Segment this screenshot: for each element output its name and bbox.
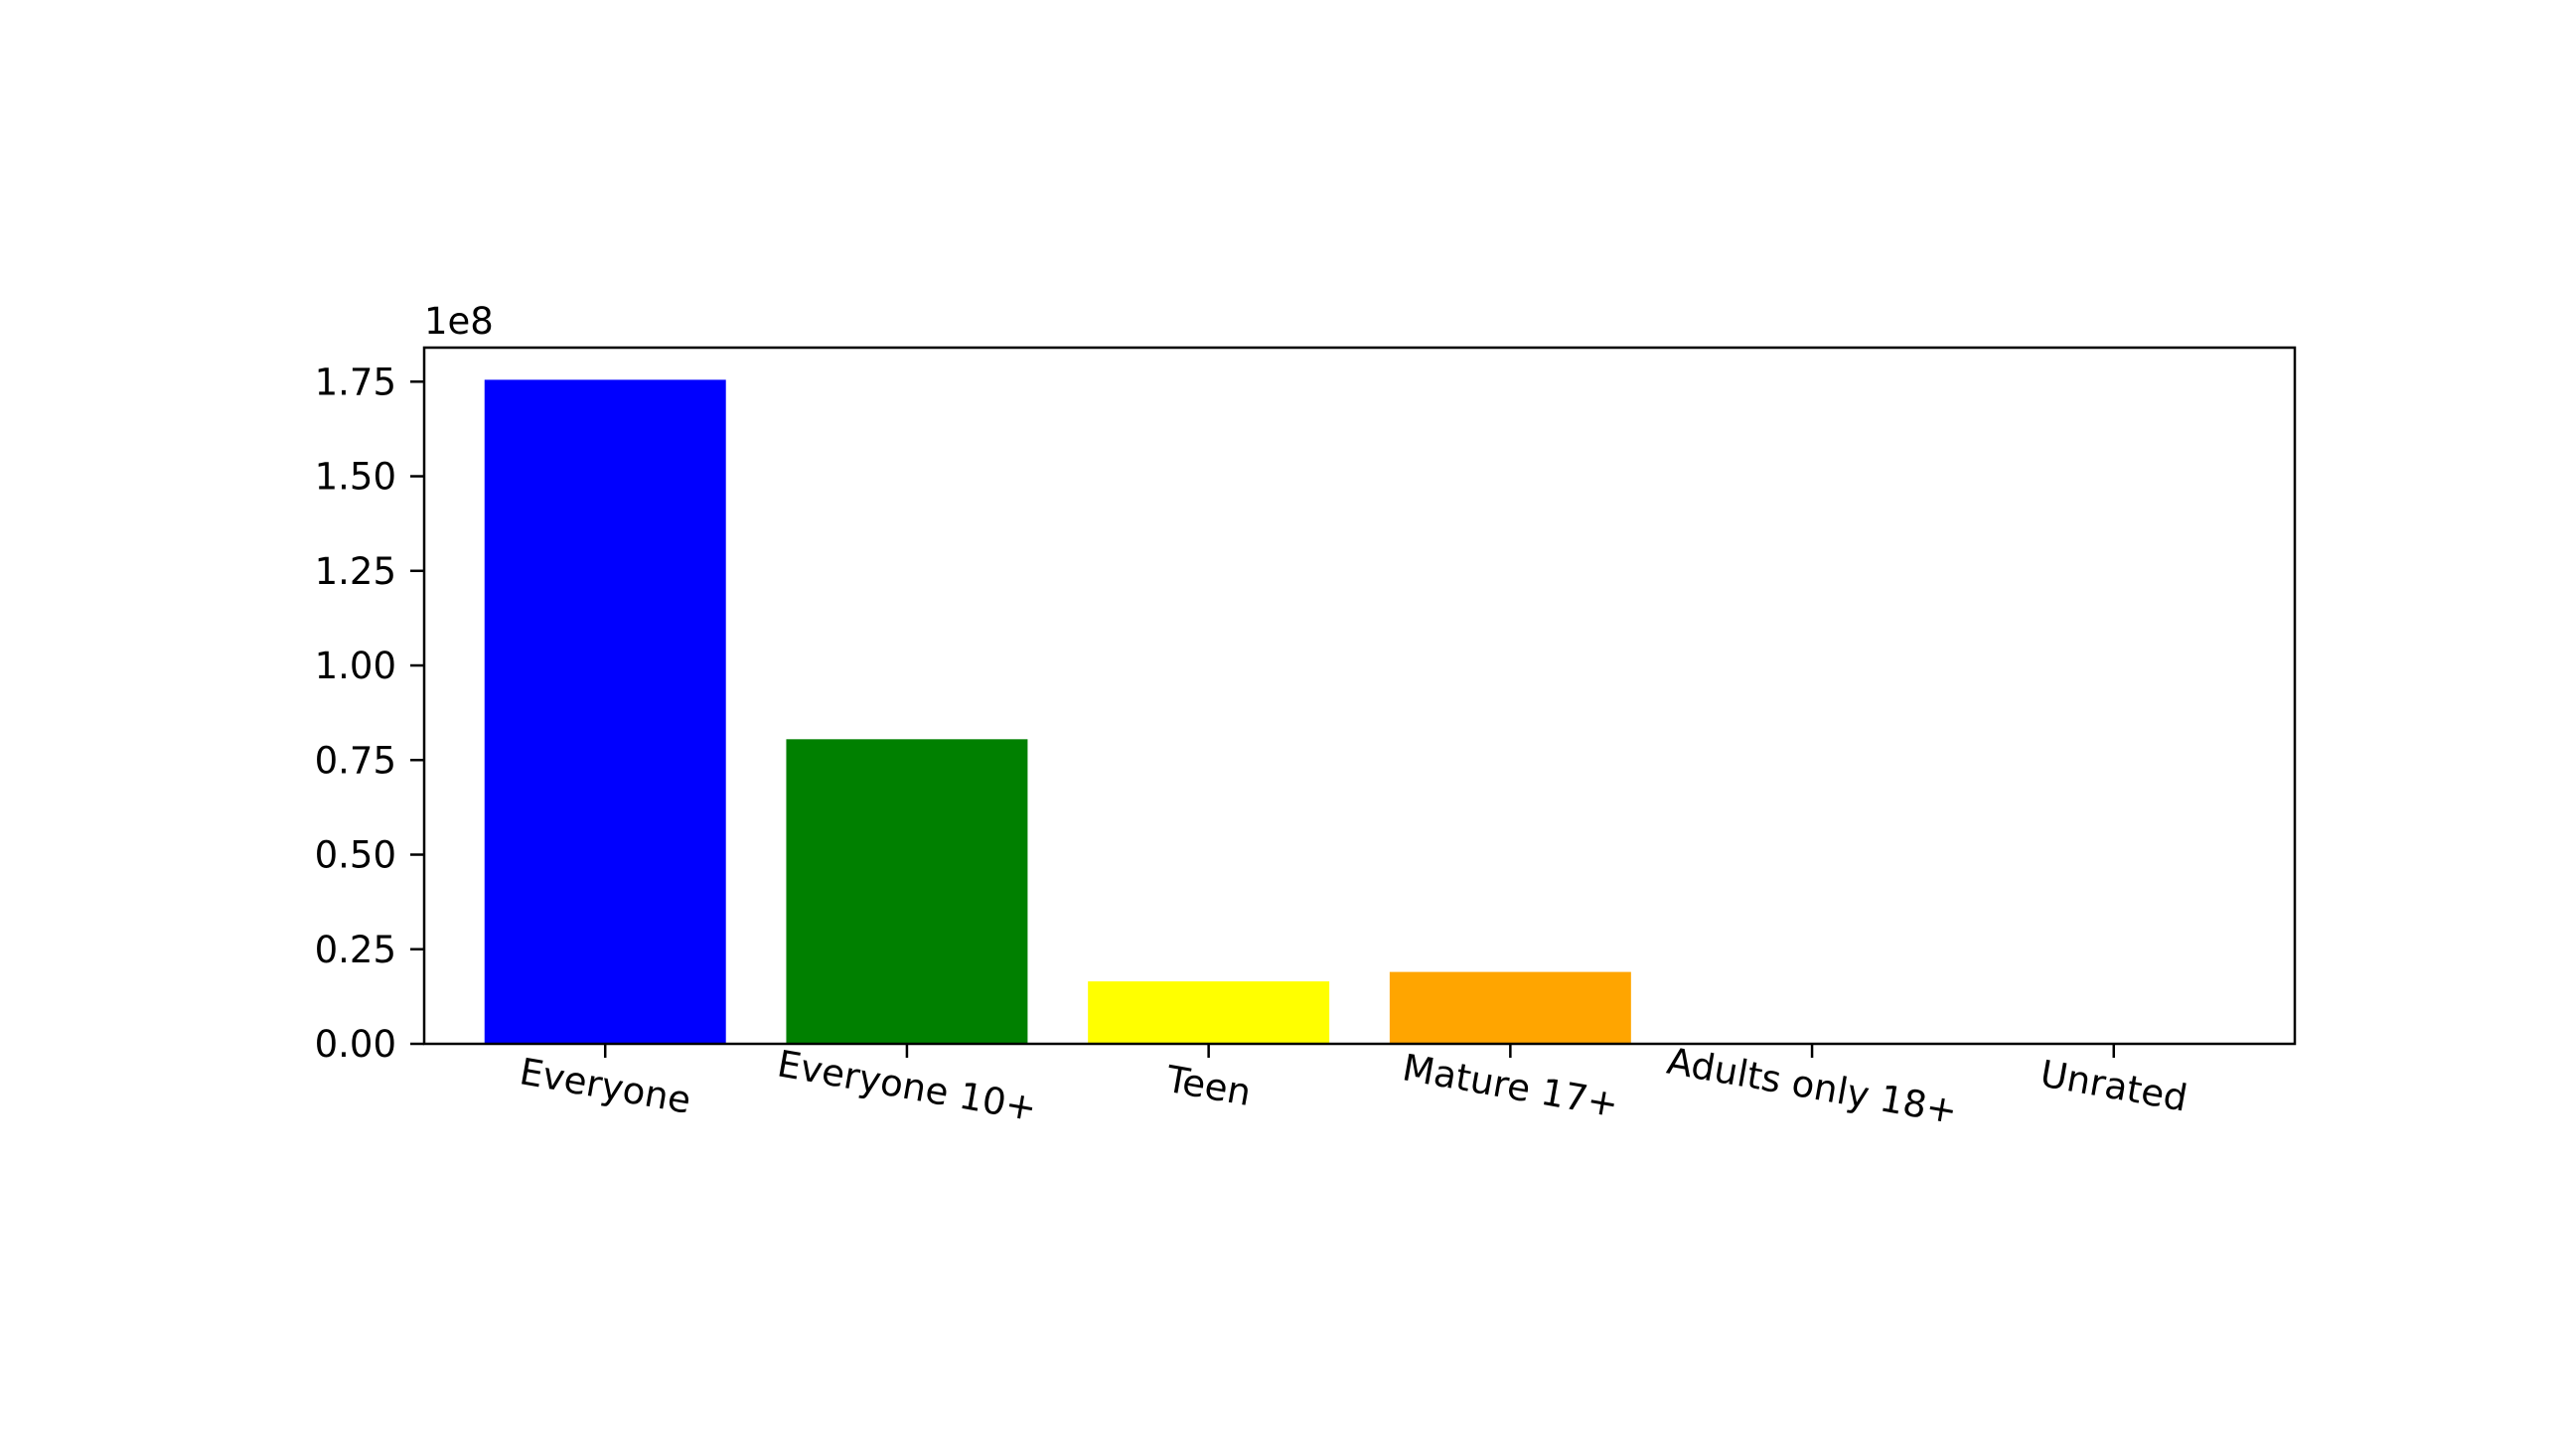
y-tick-label: 0.75: [315, 739, 396, 782]
y-tick-label: 1.25: [315, 550, 396, 593]
y-tick-label: 1.75: [315, 361, 396, 403]
bar-everyone-10: [786, 739, 1028, 1044]
y-tick-label: 0.00: [315, 1023, 396, 1066]
x-tick-label: Unrated: [2037, 1052, 2190, 1119]
bars-group: [484, 379, 1631, 1044]
y-axis: 0.00 0.25 0.50 0.75 1.00 1.25 1.50 1.75: [315, 361, 424, 1066]
y-tick-label: 1.00: [315, 645, 396, 687]
plot-area-frame: [422, 346, 2297, 1046]
bar-everyone: [484, 379, 726, 1044]
x-axis: Everyone Everyone 10+ Teen Mature 17+ Adults…: [517, 1040, 2190, 1133]
x-tick-label: Everyone: [517, 1050, 694, 1122]
y-tick-label: 0.25: [315, 929, 396, 971]
y-tick-label: 1.50: [315, 456, 396, 499]
x-tick-label: Mature 17+: [1400, 1046, 1622, 1125]
bar-mature-17: [1389, 971, 1631, 1044]
y-tick-label: 0.50: [315, 834, 396, 877]
x-tick-label: Teen: [1162, 1058, 1254, 1114]
bar-teen: [1088, 981, 1330, 1044]
y-axis-offset-label: 1e8: [424, 300, 494, 343]
